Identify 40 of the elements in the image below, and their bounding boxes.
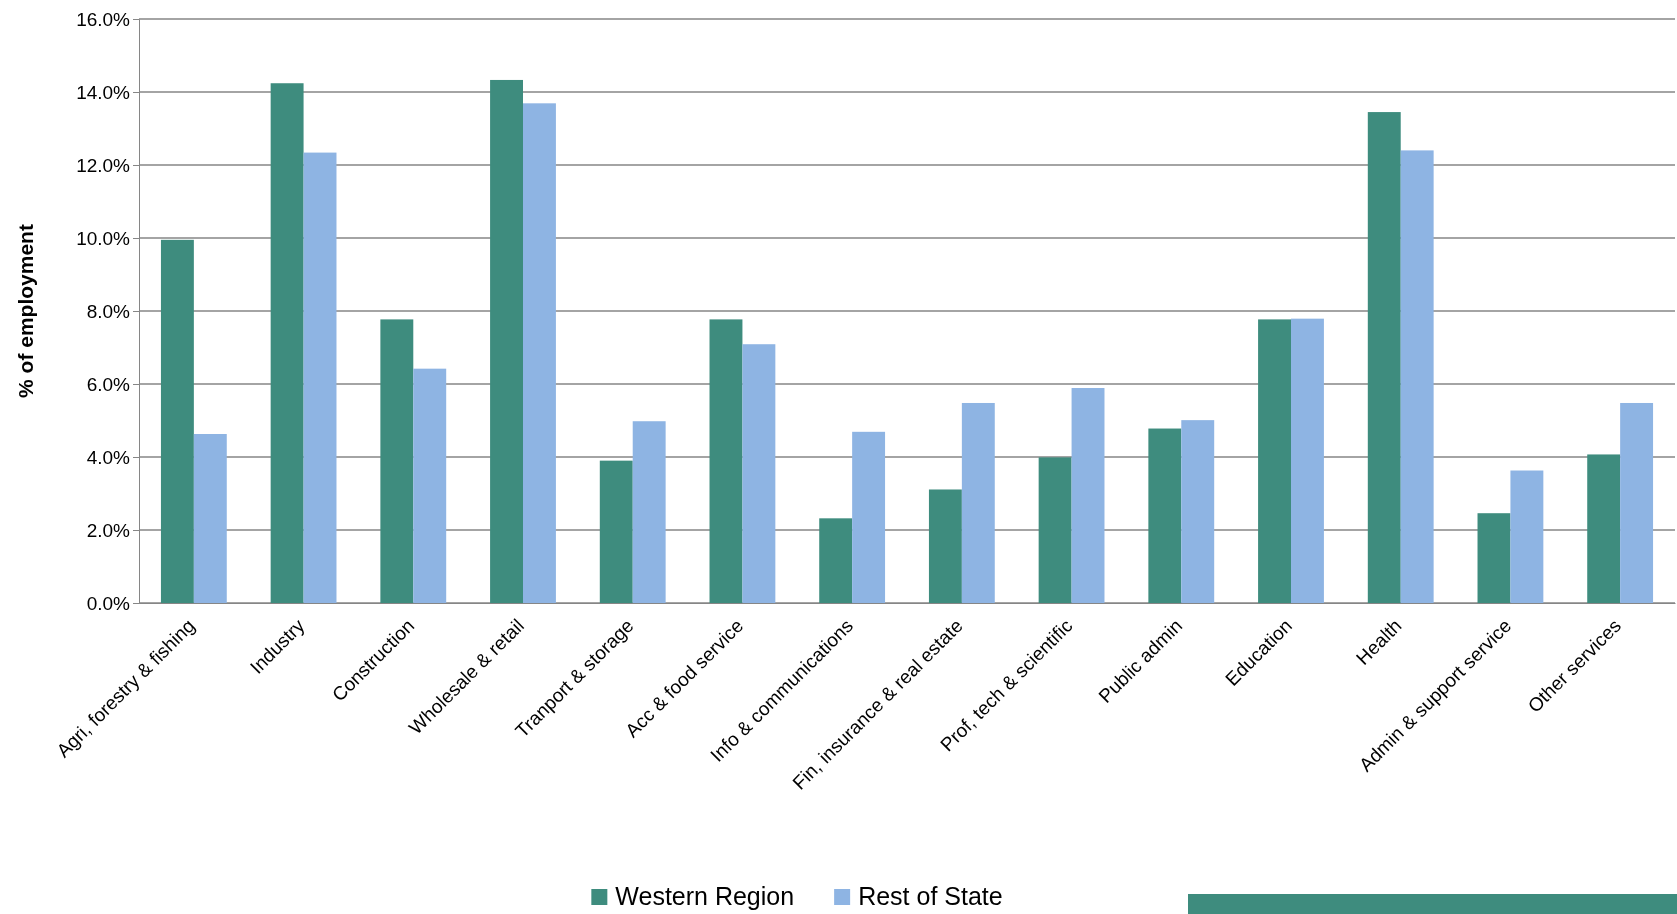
bar — [160, 239, 194, 603]
bar — [961, 402, 995, 603]
bar — [1367, 112, 1401, 603]
bar — [1400, 150, 1434, 603]
bar — [303, 152, 337, 603]
bar — [1587, 454, 1621, 603]
bar — [523, 103, 556, 603]
bar — [1181, 420, 1215, 603]
y-tick-label: 2.0% — [86, 519, 131, 541]
y-axis-title: % of employment — [14, 224, 37, 398]
bar — [1071, 388, 1105, 603]
bar — [632, 421, 666, 603]
bar — [1291, 318, 1324, 603]
y-tick-label: 4.0% — [86, 446, 131, 468]
bar — [1477, 513, 1511, 603]
y-tick-label: 8.0% — [86, 300, 131, 322]
bar — [1620, 402, 1654, 603]
bar — [380, 319, 414, 603]
bar — [413, 368, 447, 603]
bar — [709, 319, 743, 603]
y-tick-label: 10.0% — [76, 227, 131, 249]
bar — [742, 344, 776, 603]
legend-label: Western Region — [615, 882, 795, 910]
y-tick-label: 0.0% — [86, 592, 131, 614]
bar — [490, 79, 523, 603]
bar — [819, 518, 853, 603]
bar — [928, 489, 962, 603]
bar — [193, 434, 227, 603]
bar — [1148, 428, 1182, 603]
y-tick-label: 12.0% — [76, 154, 131, 176]
y-tick-label: 16.0% — [76, 8, 131, 30]
legend-label: Rest of State — [858, 882, 1003, 910]
bar — [1258, 319, 1291, 603]
bar — [270, 83, 304, 603]
y-tick-label: 14.0% — [76, 81, 131, 103]
bar — [599, 460, 633, 603]
bar — [852, 431, 886, 603]
bar — [1510, 470, 1544, 603]
bar — [1038, 457, 1072, 603]
y-tick-label: 6.0% — [86, 373, 131, 395]
